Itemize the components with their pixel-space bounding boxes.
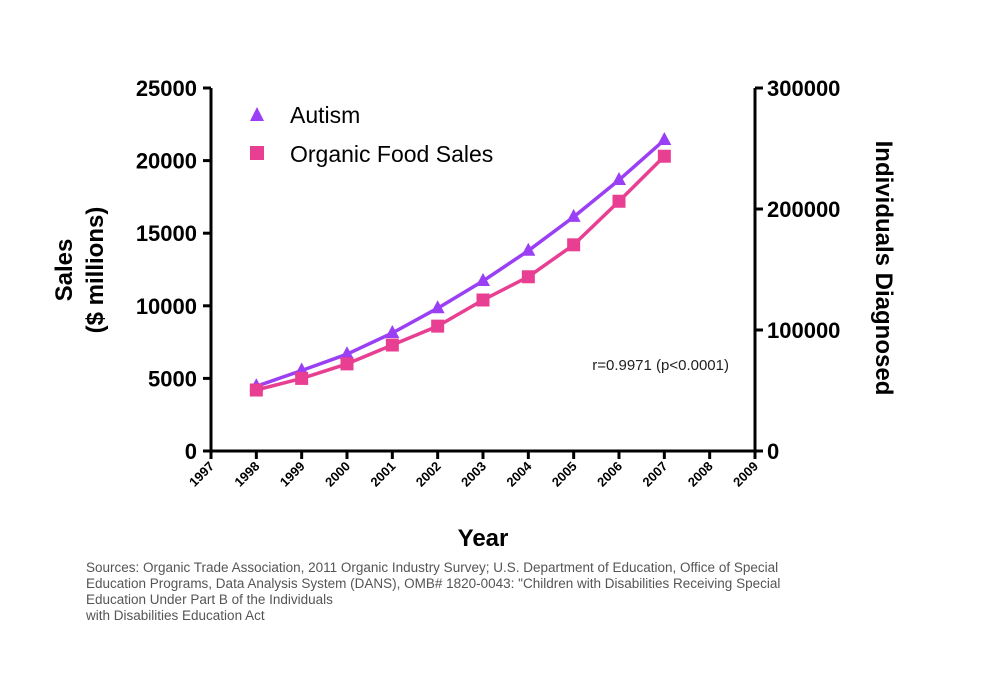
y2-tick-label: 200000 — [767, 197, 840, 222]
legend-autism-label: Autism — [290, 102, 360, 128]
sources-line: Sources: Organic Trade Association, 2011… — [86, 560, 779, 575]
sources-line: with Disabilities Education Act — [86, 608, 265, 623]
x-tick-label: 2000 — [322, 459, 353, 490]
y-tick-label: 10000 — [136, 294, 197, 319]
x-tick-label: 2007 — [639, 459, 670, 490]
organic-food-sales-data-point — [612, 194, 626, 208]
x-tick-label: 1998 — [231, 459, 262, 490]
organic-food-sales-data-point — [476, 293, 490, 307]
x-tick-label: 2008 — [685, 459, 716, 490]
y-tick-label: 20000 — [136, 149, 197, 174]
y-tick-label: 5000 — [148, 366, 197, 391]
x-tick-label: 2005 — [549, 459, 580, 490]
organic-food-sales-data-point — [521, 270, 535, 284]
y2-tick-label: 100000 — [767, 318, 840, 343]
y-tick-label: 15000 — [136, 221, 197, 246]
y2-tick-label: 300000 — [767, 76, 840, 101]
correlation-annotation: r=0.9971 (p<0.0001) — [592, 357, 729, 374]
organic-food-sales-data-point — [385, 338, 399, 352]
autism-data-point — [430, 300, 445, 314]
y-axis-title-line1: Sales — [51, 239, 78, 302]
legend-organic-label: Organic Food Sales — [290, 141, 493, 167]
organic-food-sales-data-point — [657, 149, 671, 163]
x-tick-label: 2001 — [367, 459, 398, 490]
autism-data-point — [612, 171, 626, 185]
sources-line: Education Under Part B of the Individual… — [86, 592, 333, 607]
x-tick-label: 1999 — [277, 459, 308, 490]
y-tick-label: 0 — [185, 439, 197, 464]
y-axis-title-line2: ($ millions) — [82, 207, 109, 334]
organic-food-sales-data-point — [249, 383, 263, 397]
organic-food-sales-data-point — [340, 357, 354, 371]
autism-data-point — [521, 242, 536, 256]
legend-organic-square-marker — [250, 146, 264, 160]
sources-line: Education Programs, Data Analysis System… — [86, 576, 781, 591]
y2-axis-title: Individuals Diagnosed — [870, 141, 897, 396]
legend-autism-triangle-marker — [250, 107, 264, 121]
autism-data-point — [476, 272, 490, 286]
y-tick-label: 25000 — [136, 76, 197, 101]
autism-data-point — [566, 208, 581, 222]
autism-series-line — [255, 138, 666, 388]
sources-note: Sources: Organic Trade Association, 2011… — [86, 560, 946, 624]
x-tick-label: 2006 — [594, 459, 625, 490]
y2-tick-label: 0 — [767, 439, 779, 464]
x-axis-title: Year — [458, 525, 509, 552]
autism-data-point — [385, 325, 400, 339]
organic-food-sales-series-line — [255, 154, 666, 392]
x-tick-label: 2002 — [413, 459, 444, 490]
autism-data-point — [340, 346, 354, 360]
organic-food-sales-data-point — [295, 371, 309, 385]
x-tick-label: 2003 — [458, 459, 489, 490]
x-tick-label: 2004 — [503, 458, 535, 490]
legend: Autism Organic Food Sales — [250, 102, 493, 167]
organic-food-sales-data-point — [431, 319, 445, 333]
organic-food-sales-data-point — [567, 238, 581, 252]
autism-data-point — [657, 132, 672, 146]
x-tick-label: 2009 — [730, 459, 761, 490]
